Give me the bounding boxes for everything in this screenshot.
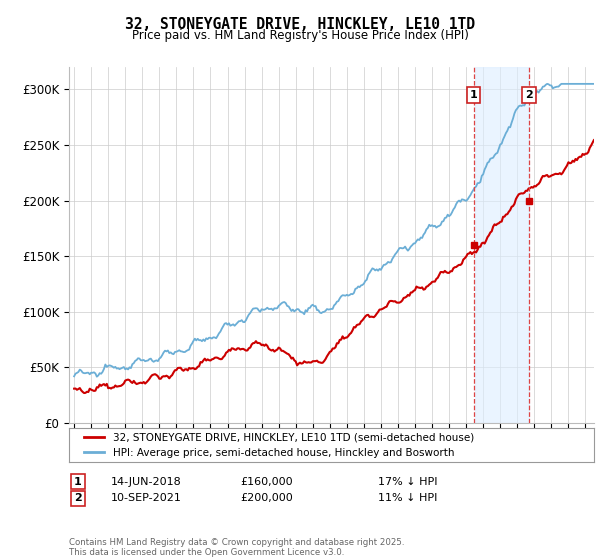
- Text: 14-JUN-2018: 14-JUN-2018: [111, 477, 182, 487]
- Text: £160,000: £160,000: [240, 477, 293, 487]
- Text: 1: 1: [470, 90, 478, 100]
- Text: Contains HM Land Registry data © Crown copyright and database right 2025.
This d: Contains HM Land Registry data © Crown c…: [69, 538, 404, 557]
- Text: 2: 2: [525, 90, 533, 100]
- Text: 1: 1: [74, 477, 82, 487]
- Legend: 32, STONEYGATE DRIVE, HINCKLEY, LE10 1TD (semi-detached house), HPI: Average pri: 32, STONEYGATE DRIVE, HINCKLEY, LE10 1TD…: [79, 428, 478, 462]
- Text: 11% ↓ HPI: 11% ↓ HPI: [378, 493, 437, 503]
- Text: 10-SEP-2021: 10-SEP-2021: [111, 493, 182, 503]
- Text: £200,000: £200,000: [240, 493, 293, 503]
- Text: 17% ↓ HPI: 17% ↓ HPI: [378, 477, 437, 487]
- Text: Price paid vs. HM Land Registry's House Price Index (HPI): Price paid vs. HM Land Registry's House …: [131, 29, 469, 42]
- Text: 2: 2: [74, 493, 82, 503]
- Text: 32, STONEYGATE DRIVE, HINCKLEY, LE10 1TD: 32, STONEYGATE DRIVE, HINCKLEY, LE10 1TD: [125, 17, 475, 32]
